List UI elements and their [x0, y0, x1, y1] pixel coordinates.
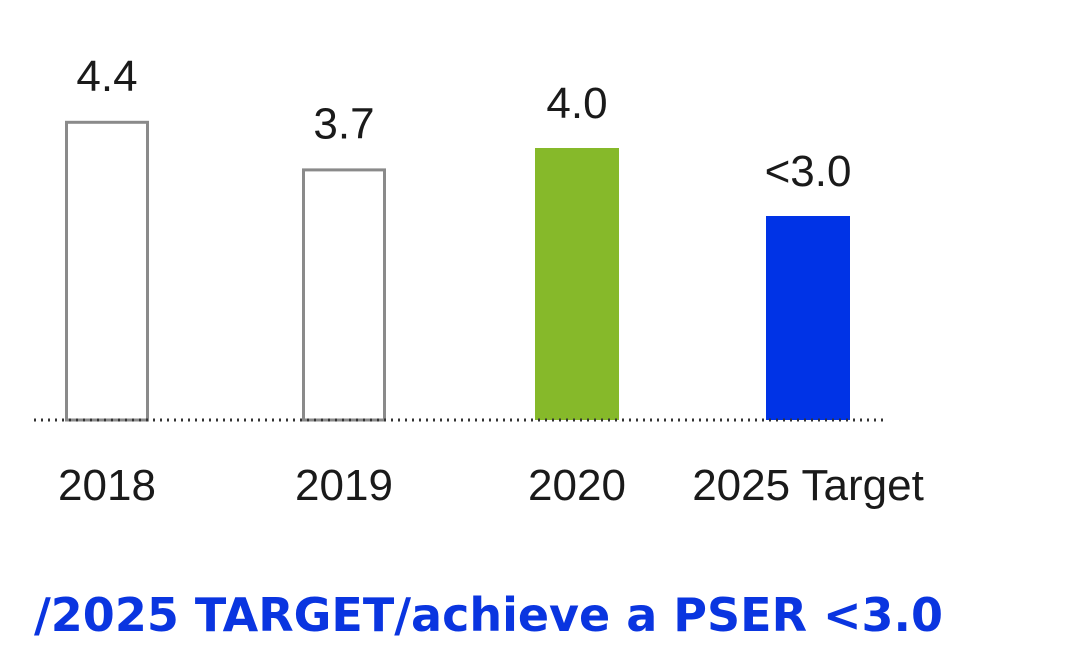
footer-caption: /2025 TARGET/achieve a PSER <3.0 [34, 588, 944, 642]
category-label: 2019 [295, 461, 393, 510]
bar-2018 [65, 120, 149, 422]
bar-2025-target [766, 216, 850, 420]
bars-group [65, 120, 850, 422]
category-label: 2018 [58, 461, 156, 510]
category-label: 2020 [528, 461, 626, 510]
value-labels-group: 4.4 3.7 4.0 <3.0 [76, 52, 851, 196]
category-labels-group: 2018 2019 2020 2025 Target [58, 461, 924, 510]
bar-2019 [302, 168, 386, 422]
value-label: 3.7 [313, 99, 374, 148]
bar-2020 [535, 148, 619, 420]
value-label: 4.4 [76, 52, 137, 101]
value-label: 4.0 [546, 79, 607, 128]
value-label: <3.0 [765, 147, 852, 196]
category-label: 2025 Target [692, 461, 924, 510]
bar-chart: 4.4 3.7 4.0 <3.0 2018 2019 2020 2025 Target [34, 52, 924, 510]
